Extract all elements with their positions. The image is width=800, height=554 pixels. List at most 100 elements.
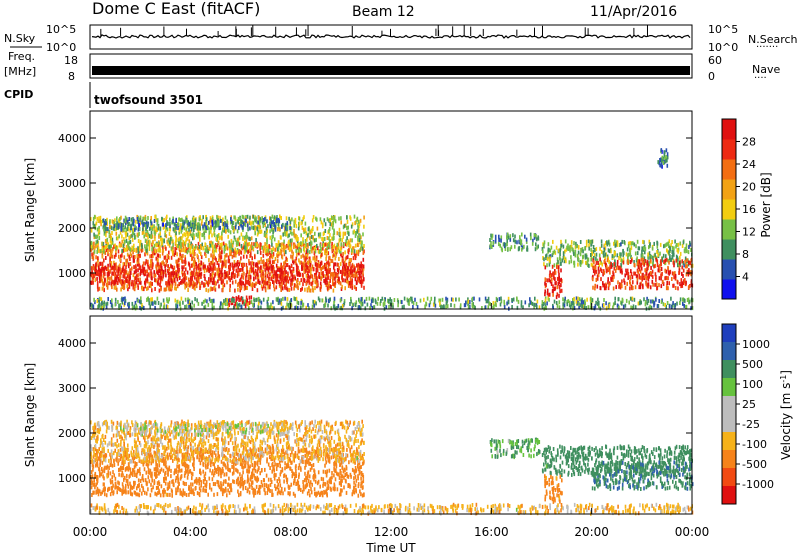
echo-cell <box>292 260 295 265</box>
echo-cell <box>248 281 250 285</box>
echo-cell <box>135 264 137 269</box>
echo-cell <box>606 242 609 247</box>
echo-cell <box>253 298 256 303</box>
echo-cell <box>595 278 598 282</box>
echo-cell <box>664 268 666 273</box>
echo-cell <box>439 301 441 306</box>
echo-cell <box>253 242 255 247</box>
echo-cell <box>146 229 149 234</box>
echo-cell <box>547 292 550 297</box>
echo-cell <box>173 228 176 233</box>
echo-cell <box>690 248 692 252</box>
echo-cell <box>174 286 176 291</box>
echo-cell <box>320 276 322 281</box>
echo-cell <box>245 273 248 278</box>
echo-cell <box>331 236 333 241</box>
echo-cell <box>663 260 665 264</box>
echo-cell <box>276 259 279 264</box>
echo-cell <box>558 272 560 277</box>
echo-cell <box>351 285 354 290</box>
echo-cell <box>205 280 208 285</box>
echo-cell <box>254 268 257 273</box>
echo-cell <box>244 304 247 309</box>
echo-cell <box>189 271 192 276</box>
echo-cell <box>512 233 514 238</box>
echo-cell <box>148 243 151 248</box>
echo-cell <box>297 243 300 248</box>
echo-cell <box>507 296 510 301</box>
echo-cell <box>517 299 520 304</box>
echo-cell <box>647 282 650 287</box>
echo-cell <box>213 262 216 267</box>
echo-cell <box>99 279 101 284</box>
echo-cell <box>111 304 114 309</box>
echo-cell <box>406 297 409 302</box>
echo-cell <box>672 301 674 306</box>
echo-cell <box>166 253 169 258</box>
echo-cell <box>349 302 351 306</box>
echo-cell <box>154 234 156 239</box>
echo-cell <box>648 274 650 279</box>
echo-cell <box>666 301 669 305</box>
echo-cell <box>212 250 215 254</box>
echo-cell <box>340 269 342 274</box>
echo-cell <box>559 289 561 294</box>
echo-cell <box>295 248 297 253</box>
echo-cell <box>469 304 471 309</box>
echo-cell <box>162 260 164 265</box>
echo-cell <box>314 231 316 236</box>
echo-cell <box>111 249 113 254</box>
echo-cell <box>669 270 671 275</box>
echo-cell <box>160 275 162 280</box>
echo-cell <box>278 268 280 272</box>
echo-cell <box>182 277 184 282</box>
echo-cell <box>135 303 138 308</box>
echo-cell <box>139 221 141 226</box>
echo-cell <box>182 243 184 248</box>
echo-cell <box>631 241 634 246</box>
echo-cell <box>252 261 255 266</box>
echo-cell <box>324 242 326 247</box>
echo-cell <box>267 302 269 307</box>
echo-cell <box>208 219 211 224</box>
echo-cell <box>215 248 218 253</box>
echo-cell <box>360 264 363 269</box>
echo-cell <box>219 267 221 272</box>
echo-cell <box>130 234 132 239</box>
echo-cell <box>239 284 241 289</box>
echo-cell <box>568 303 571 308</box>
echo-cell <box>92 224 95 229</box>
echo-cell <box>105 221 107 226</box>
echo-cell <box>643 262 645 267</box>
echo-cell <box>245 280 247 285</box>
echo-cell <box>295 305 297 310</box>
echo-cell <box>594 266 597 271</box>
echo-cell <box>126 246 128 251</box>
echo-cell <box>668 281 670 286</box>
echo-cell <box>552 305 554 310</box>
echo-cell <box>173 222 176 227</box>
echo-cell <box>536 245 538 250</box>
echo-cell <box>219 270 222 275</box>
echo-cell <box>105 305 108 310</box>
echo-cell <box>310 228 313 233</box>
echo-cell <box>132 258 135 263</box>
echo-cell <box>672 271 675 276</box>
echo-cell <box>360 243 363 248</box>
echo-cell <box>234 279 237 284</box>
echo-cell <box>259 298 261 303</box>
echo-cell <box>548 262 551 267</box>
echo-cell <box>507 235 510 240</box>
echo-cell <box>597 266 600 271</box>
echo-cell <box>283 280 285 285</box>
echo-cell <box>551 253 554 258</box>
echo-cell <box>640 281 642 286</box>
echo-cell <box>167 264 169 269</box>
echo-cell <box>250 265 252 270</box>
echo-cell <box>211 249 214 254</box>
echo-cell <box>227 298 230 303</box>
echo-cell <box>309 275 311 280</box>
echo-cell <box>594 304 597 309</box>
echo-cell <box>614 243 617 248</box>
echo-cell <box>290 282 292 287</box>
